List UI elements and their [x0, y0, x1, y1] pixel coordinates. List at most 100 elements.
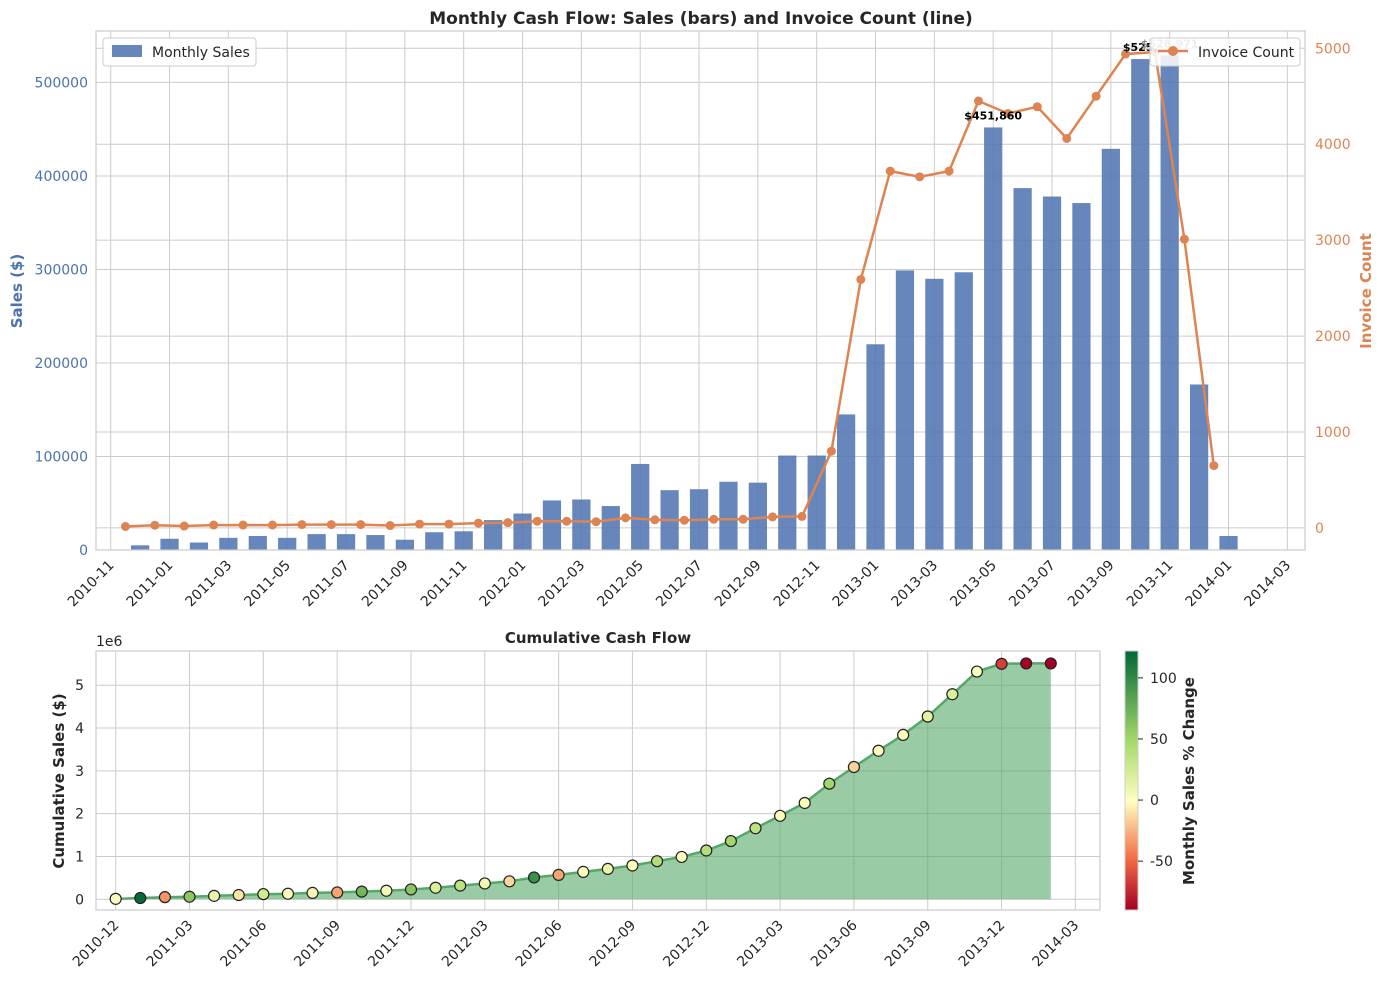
- colorbar-tick-label: -50: [1150, 854, 1173, 870]
- cumulative-point: [897, 728, 910, 742]
- sales-bar: [336, 534, 356, 550]
- sales-bar: [925, 278, 944, 550]
- cumulative-point: [1044, 657, 1057, 670]
- colorbar-tick-label: 100: [1150, 671, 1177, 687]
- cumulative-point: [626, 859, 639, 872]
- sales-tick-label: 200000: [35, 356, 88, 372]
- invoice-point: [238, 520, 248, 530]
- top-x-tick-label: 2011-07: [300, 558, 353, 611]
- bottom-x-tick-label: 2014-03: [1030, 918, 1083, 971]
- invoice-point: [444, 519, 454, 529]
- cumulative-point: [454, 879, 467, 892]
- cumulative-area-fill: [115, 663, 1051, 900]
- top-x-tick-label: 2013-03: [889, 558, 942, 611]
- cumulative-area: [115, 662, 1051, 901]
- sales-tick-label: 0: [79, 543, 88, 559]
- sales-bar: [542, 500, 562, 550]
- cumulative-point: [109, 892, 122, 905]
- top-chart-grid: [96, 31, 1305, 551]
- invoice-point: [150, 520, 160, 530]
- sales-bar: [454, 531, 473, 550]
- bottom-x-tick-label: 2011-12: [365, 918, 418, 971]
- sales-bar: [307, 534, 326, 550]
- top-x-tick-label: 2011-05: [241, 558, 294, 611]
- bottom-x-tick-label: 2011-06: [217, 917, 270, 970]
- sales-bar: [366, 535, 385, 550]
- invoice-point: [562, 516, 572, 526]
- invoice-point: [738, 514, 748, 524]
- bottom-x-tick-label: 2013-09: [882, 918, 935, 971]
- bottom-x-tick-label: 2011-09: [291, 918, 344, 971]
- cumulative-axis-label: Cumulative Sales ($): [50, 693, 68, 868]
- top-x-tick-label: 2013-07: [1006, 558, 1059, 611]
- sales-bar: [631, 463, 650, 550]
- invoice-point: [856, 274, 866, 284]
- sales-bar: [1072, 203, 1091, 550]
- cumulative-point: [847, 760, 861, 774]
- invoice-point: [797, 511, 807, 521]
- cumulative-point: [675, 850, 688, 864]
- cumulative-points: [109, 657, 1057, 905]
- invoice-tick-label: 2000: [1315, 329, 1351, 345]
- bottom-x-tick-label: 2011-03: [144, 918, 197, 971]
- cumulative-point: [503, 875, 516, 888]
- invoice-point: [826, 446, 836, 456]
- cumulative-point: [355, 885, 368, 898]
- bottom-chart-title: Cumulative Cash Flow: [505, 629, 691, 647]
- sales-tick-label: 100000: [35, 449, 88, 465]
- sales-bar: [572, 499, 591, 550]
- colorbar-label: Monthly Sales % Change: [1180, 677, 1198, 885]
- cumulative-point: [995, 657, 1008, 670]
- invoice-point: [532, 516, 542, 526]
- y-scale-label: 1e6: [96, 634, 123, 650]
- sales-bar: [719, 481, 738, 550]
- invoice-point: [385, 521, 395, 531]
- sales-bar: [836, 414, 856, 550]
- sales-legend-label: Monthly Sales: [152, 45, 250, 61]
- colorbar-gradient: [1124, 650, 1139, 911]
- bottom-x-tick-label: 2012-03: [439, 918, 492, 971]
- top-x-tick-label: 2013-01: [830, 558, 883, 611]
- bottom-x-tick-label: 2013-12: [956, 918, 1009, 971]
- invoice-point: [415, 519, 425, 529]
- cumulative-point: [183, 890, 196, 903]
- invoice-tick-label: 1000: [1315, 425, 1351, 441]
- invoice-tick-label: 5000: [1315, 41, 1351, 57]
- bottom-x-tick-label: 2012-06: [513, 917, 566, 970]
- invoice-tick-label: 4000: [1315, 137, 1351, 153]
- invoice-axis-label: Invoice Count: [1357, 233, 1375, 349]
- invoice-point: [679, 515, 689, 525]
- invoice-point: [591, 517, 601, 527]
- cumulative-tick-label: 1: [75, 849, 84, 865]
- sales-bar: [483, 520, 503, 550]
- sales-bar: [748, 482, 767, 550]
- colorbar: -50 0 50 100 Monthly Sales % Change: [1124, 650, 1198, 911]
- sales-tick-label: 400000: [35, 169, 88, 185]
- bottom-x-tick-label: 2012-09: [587, 918, 640, 971]
- invoice-legend-box: [1149, 37, 1301, 67]
- cumulative-point: [798, 796, 811, 810]
- cumulative-point: [208, 889, 221, 902]
- invoice-point: [709, 514, 719, 524]
- sales-legend: Monthly Sales: [102, 37, 257, 67]
- cumulative-point: [158, 891, 172, 904]
- cumulative-point: [1020, 657, 1033, 670]
- cumulative-point: [552, 868, 565, 881]
- top-x-tick-label: 2011-11: [418, 558, 471, 611]
- cumulative-point: [257, 888, 270, 901]
- bottom-x-tick-label: 2010-12: [70, 918, 123, 971]
- top-x-tick-label: 2010-11: [65, 558, 118, 611]
- cumulative-point: [404, 883, 418, 896]
- top-x-tick-label: 2012-03: [536, 558, 589, 611]
- top-x-tick-label: 2012-05: [594, 558, 647, 611]
- cumulative-point: [970, 665, 984, 678]
- top-x-tick-label: 2013-09: [1065, 558, 1118, 611]
- sales-bar: [189, 542, 209, 550]
- sales-bar: [1013, 188, 1032, 550]
- bottom-x-tick-label: 2012-12: [660, 918, 713, 971]
- invoice-point: [1003, 109, 1013, 119]
- cumulative-point: [281, 887, 295, 900]
- colorbar-tick-label: 0: [1150, 793, 1159, 809]
- cumulative-point: [134, 891, 147, 905]
- cumulative-point: [527, 871, 541, 884]
